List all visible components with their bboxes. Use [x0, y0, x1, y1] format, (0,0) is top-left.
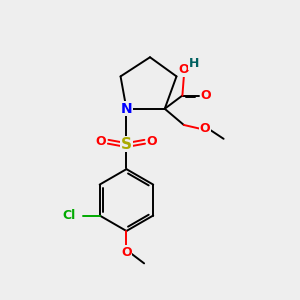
- Text: S: S: [121, 136, 132, 152]
- Text: O: O: [96, 135, 106, 148]
- Text: O: O: [121, 246, 132, 259]
- Text: O: O: [201, 89, 211, 102]
- Text: H: H: [189, 57, 200, 70]
- Text: Cl: Cl: [62, 209, 75, 222]
- Text: O: O: [178, 63, 189, 76]
- Text: O: O: [146, 135, 157, 148]
- Text: N: N: [121, 102, 132, 116]
- Text: O: O: [200, 122, 210, 135]
